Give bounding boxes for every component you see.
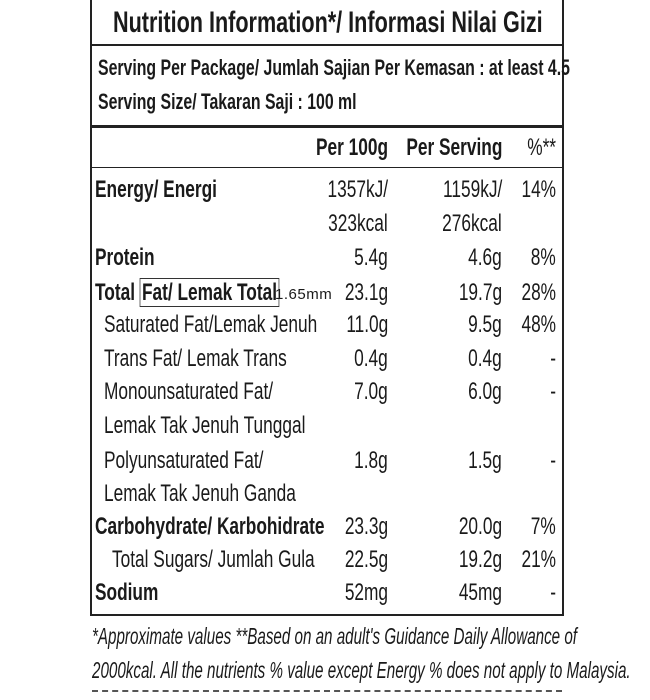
percent-value: - xyxy=(550,345,556,372)
row-label: Trans Fat/ Lemak Trans xyxy=(104,345,287,372)
percent-value: 14% xyxy=(521,176,556,203)
header-percent: %** xyxy=(527,134,556,161)
percent-value: 7% xyxy=(531,513,556,540)
per100-value: 5.4g xyxy=(354,244,388,271)
row-label: Monounsaturated Fat/ xyxy=(104,378,274,405)
per100-value: 1.8g xyxy=(354,447,388,474)
per100-value: 11.0g xyxy=(346,311,388,338)
serving-value: 19.2g xyxy=(458,546,502,573)
row-label: Lemak Tak Jenuh Tunggal xyxy=(104,412,306,439)
row-label: Sodium xyxy=(95,579,159,606)
serving-value: 19.7g xyxy=(458,279,502,306)
row-label-prefix: Total xyxy=(95,279,140,306)
row-label: Energy/ Energi xyxy=(95,176,217,203)
row-label: Polyunsaturated Fat/ xyxy=(104,447,264,474)
row-label: Total Sugars/ Jumlah Gula xyxy=(112,546,315,573)
row-label-boxed: Fat/ Lemak Total xyxy=(139,278,280,307)
serving-size: Serving Size/ Takaran Saji : 100 ml xyxy=(98,89,357,114)
serving-value: 6.0g xyxy=(468,378,502,405)
measurement-annotation: 1.65mm xyxy=(275,286,333,303)
row-label: Carbohydrate/ Karbohidrate xyxy=(95,513,325,540)
nutrition-table xyxy=(90,0,564,616)
footnote: 2000kcal. All the nutrients % value exce… xyxy=(92,657,631,683)
row-label: Saturated Fat/Lemak Jenuh xyxy=(104,311,318,338)
divider xyxy=(90,125,564,128)
title: Nutrition Information*/ Informasi Nilai … xyxy=(113,6,543,39)
per100-value: 23.3g xyxy=(344,513,388,540)
row-label: Protein xyxy=(95,244,155,271)
header-per-serving: Per Serving xyxy=(405,134,502,161)
percent-value: 21% xyxy=(521,546,556,573)
percent-value: 28% xyxy=(521,279,556,306)
serving-value: 1159kJ/ xyxy=(442,176,502,203)
percent-value: - xyxy=(550,579,556,606)
serving-value: 45mg xyxy=(458,579,502,606)
divider xyxy=(90,167,564,168)
row-label: Total Fat/ Lemak Total xyxy=(95,278,280,307)
serving-value: 1.5g xyxy=(468,447,502,474)
footnote: *Approximate values **Based on an adult'… xyxy=(92,623,578,649)
row-label: Lemak Tak Jenuh Ganda xyxy=(104,480,296,507)
percent-value: - xyxy=(550,378,556,405)
per100-value: 22.5g xyxy=(344,546,388,573)
per100-value: 323kcal xyxy=(328,210,388,237)
percent-value: 48% xyxy=(521,311,556,338)
serving-value: 9.5g xyxy=(468,311,502,338)
percent-value: - xyxy=(550,447,556,474)
per100-value: 52mg xyxy=(344,579,388,606)
per100-value: 0.4g xyxy=(354,345,388,372)
divider xyxy=(90,44,564,46)
cut-line xyxy=(92,690,562,692)
serving-value: 276kcal xyxy=(442,210,502,237)
header-per-100g: Per 100g xyxy=(315,134,388,161)
serving-per-package: Serving Per Package/ Jumlah Sajian Per K… xyxy=(98,55,570,80)
per100-value: 1357kJ/ xyxy=(327,176,388,203)
per100-value: 7.0g xyxy=(354,378,388,405)
per100-value: 23.1g xyxy=(344,279,388,306)
serving-value: 0.4g xyxy=(468,345,502,372)
serving-value: 20.0g xyxy=(458,513,502,540)
percent-value: 8% xyxy=(531,244,556,271)
serving-value: 4.6g xyxy=(468,244,502,271)
